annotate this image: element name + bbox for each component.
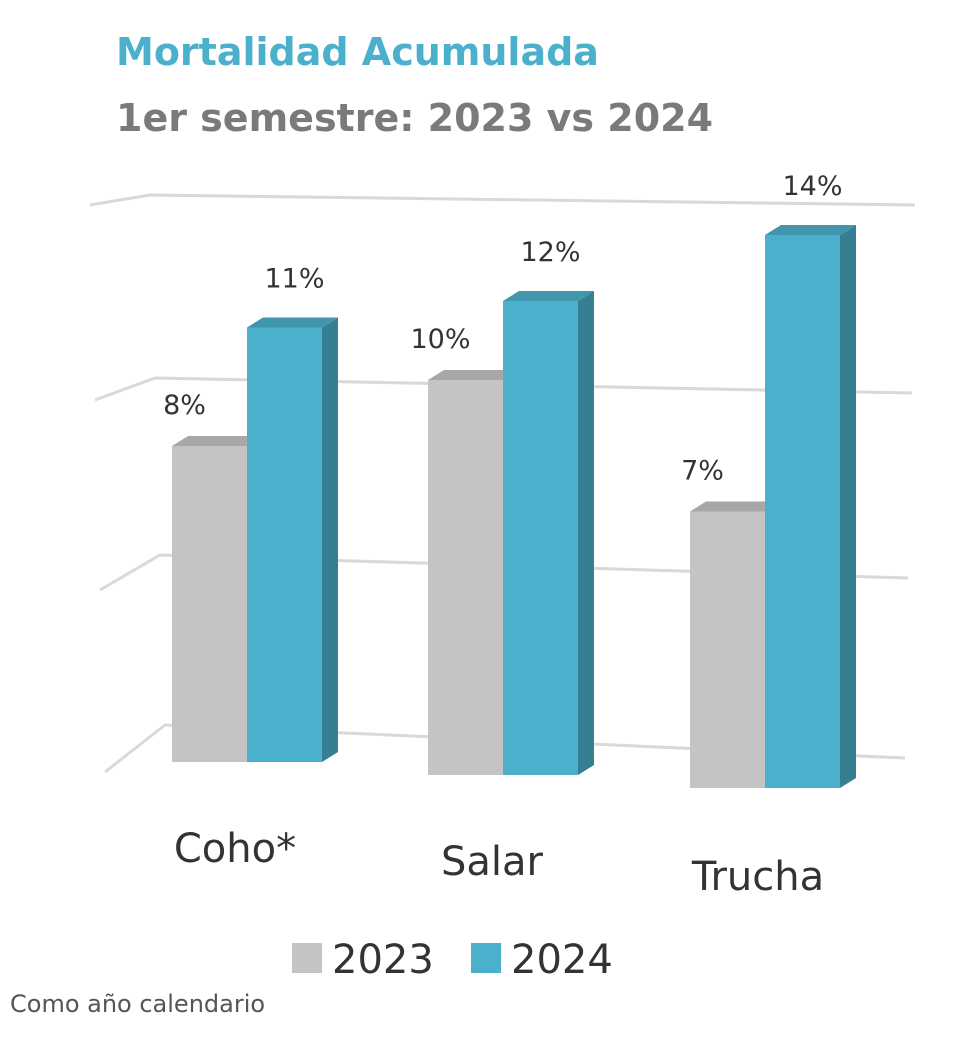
bar-top-2023-2 [690,501,781,512]
gridline [89,193,916,207]
bar-top-2023-1 [428,370,519,380]
bar-top-2024-2 [765,225,856,235]
data-label-2023-0: 8% [163,390,206,421]
footnote: Como año calendario [10,990,266,1018]
gridline [104,723,906,774]
bars [172,225,856,788]
legend-label-2024: 2024 [511,937,613,983]
legend-swatch-2024 [471,943,501,973]
category-label-0: Coho* [174,826,296,872]
bar-2023-1 [428,380,503,775]
bar-2023-0 [172,446,247,762]
data-label-2023-1: 10% [410,324,470,355]
data-label-2023-2: 7% [681,456,724,487]
legend: 2023 2024 [292,937,613,983]
category-label-2: Trucha [691,854,824,900]
data-label-2024-0: 11% [264,264,324,295]
data-label-2024-1: 12% [520,237,580,268]
bar-2024-2 [765,235,840,788]
bar-side-2024-0 [322,317,338,762]
bar-top-2024-1 [503,291,594,301]
category-label-1: Salar [441,839,544,885]
gridline [99,553,909,592]
chart-title: Mortalidad Acumulada [116,30,599,74]
category-labels: Coho* Salar Trucha [174,826,824,900]
gridline [94,376,913,402]
data-label-2024-2: 14% [782,171,842,202]
legend-swatch-2023 [292,943,322,973]
bar-top-2023-0 [172,436,263,446]
bar-top-2024-0 [247,317,338,328]
bar-2024-1 [503,301,578,775]
gridlines [89,193,916,774]
data-labels: 8% 11% 10% 12% 7% 14% [163,171,842,487]
bar-2024-0 [247,327,322,762]
bar-2023-2 [690,511,765,788]
bar-side-2024-2 [840,225,856,788]
chart-subtitle: 1er semestre: 2023 vs 2024 [116,96,714,140]
bar-side-2024-1 [578,291,594,775]
legend-label-2023: 2023 [332,937,434,983]
